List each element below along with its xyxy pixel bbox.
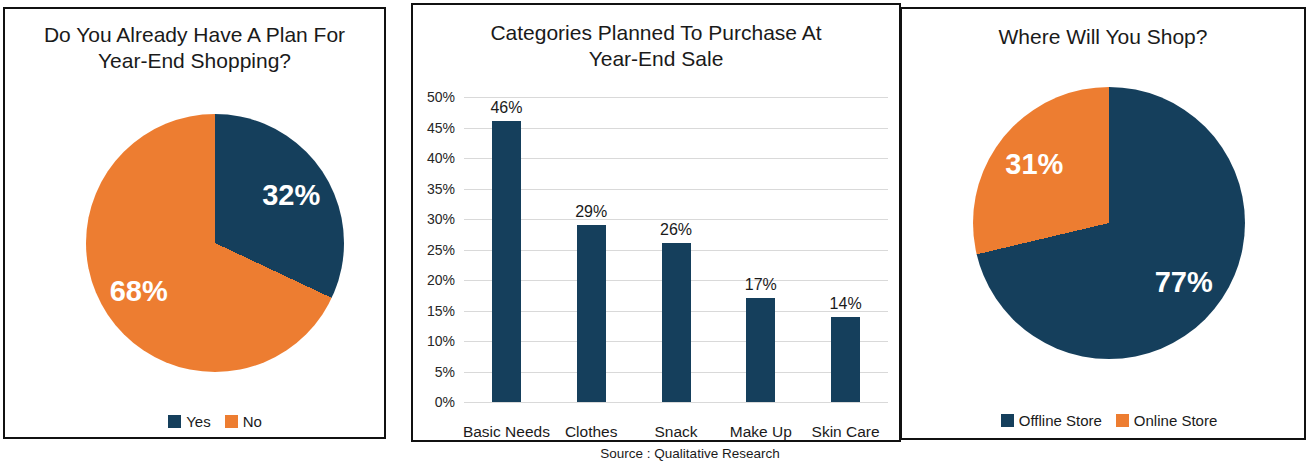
legend-item: No	[225, 413, 262, 430]
y-axis-tick-label: 35%	[413, 181, 455, 197]
legend-swatch	[168, 415, 181, 428]
bar-make-up	[746, 298, 775, 402]
gridline	[464, 128, 888, 129]
y-axis-tick-label: 25%	[413, 242, 455, 258]
chart-title: Categories Planned To Purchase AtYear-En…	[413, 20, 899, 72]
bar-skin-care	[831, 317, 860, 402]
legend-label: Yes	[186, 413, 210, 430]
legend-label: Online Store	[1134, 412, 1217, 429]
y-axis-tick-label: 10%	[413, 333, 455, 349]
chart-title-line: Year-End Sale	[413, 46, 899, 72]
pie-slice-label: 68%	[110, 275, 168, 308]
legend-item: Yes	[168, 413, 210, 430]
legend: Offline Store Online Store	[949, 412, 1269, 429]
legend: Yes No	[55, 413, 375, 430]
pie-slice-label: 77%	[1155, 266, 1213, 299]
bar-value-label: 17%	[745, 276, 777, 294]
legend-swatch	[225, 415, 238, 428]
legend-label: No	[243, 413, 262, 430]
legend-item: Offline Store	[1001, 412, 1102, 429]
x-axis-category-label: Clothes	[565, 423, 618, 441]
bar-value-label: 14%	[830, 295, 862, 313]
source-note: Source : Qualitative Research	[460, 446, 920, 461]
y-axis-tick-label: 40%	[413, 150, 455, 166]
legend-swatch	[1001, 414, 1014, 427]
bar-clothes	[577, 225, 606, 402]
legend-item: Online Store	[1116, 412, 1217, 429]
chart-title: Do You Already Have A Plan ForYear-End S…	[5, 22, 384, 74]
categories-bar-chart-panel: Categories Planned To Purchase AtYear-En…	[411, 3, 901, 442]
gridline	[464, 97, 888, 98]
bar-value-label: 29%	[575, 203, 607, 221]
y-axis-tick-label: 50%	[413, 89, 455, 105]
pie-slice-label: 31%	[1005, 147, 1063, 180]
bar-value-label: 46%	[490, 99, 522, 117]
bar-value-label: 26%	[660, 221, 692, 239]
bar-snack	[662, 243, 691, 402]
shop-pie-chart-panel: Where Will You Shop? Offline Store Online…	[900, 7, 1306, 440]
gridline	[464, 189, 888, 190]
chart-title-line: Year-End Shopping?	[5, 48, 384, 74]
bar-basic-needs	[492, 121, 521, 402]
y-axis-tick-label: 20%	[413, 272, 455, 288]
y-axis-tick-label: 30%	[413, 211, 455, 227]
gridline	[464, 158, 888, 159]
pie-slice-label: 32%	[262, 178, 320, 211]
chart-title-line: Categories Planned To Purchase At	[413, 20, 899, 46]
year-end-shopping-infographic: Do You Already Have A Plan ForYear-End S…	[0, 0, 1310, 470]
legend-label: Offline Store	[1019, 412, 1102, 429]
y-axis-tick-label: 15%	[413, 303, 455, 319]
y-axis-tick-label: 0%	[413, 394, 455, 410]
legend-swatch	[1116, 414, 1129, 427]
plan-pie	[86, 114, 344, 372]
x-axis-category-label: Basic Needs	[463, 423, 550, 441]
x-axis-category-label: Skin Care	[812, 423, 880, 441]
shop-pie	[973, 87, 1245, 359]
x-axis-category-label: Snack	[654, 423, 697, 441]
y-axis-tick-label: 5%	[413, 364, 455, 380]
gridline	[464, 402, 888, 403]
plan-pie-chart-panel: Do You Already Have A Plan ForYear-End S…	[3, 7, 386, 439]
chart-title-line: Where Will You Shop?	[902, 24, 1304, 50]
x-axis-category-label: Make Up	[730, 423, 792, 441]
chart-title: Where Will You Shop?	[902, 24, 1304, 50]
y-axis-tick-label: 45%	[413, 120, 455, 136]
gridline	[464, 219, 888, 220]
chart-title-line: Do You Already Have A Plan For	[5, 22, 384, 48]
